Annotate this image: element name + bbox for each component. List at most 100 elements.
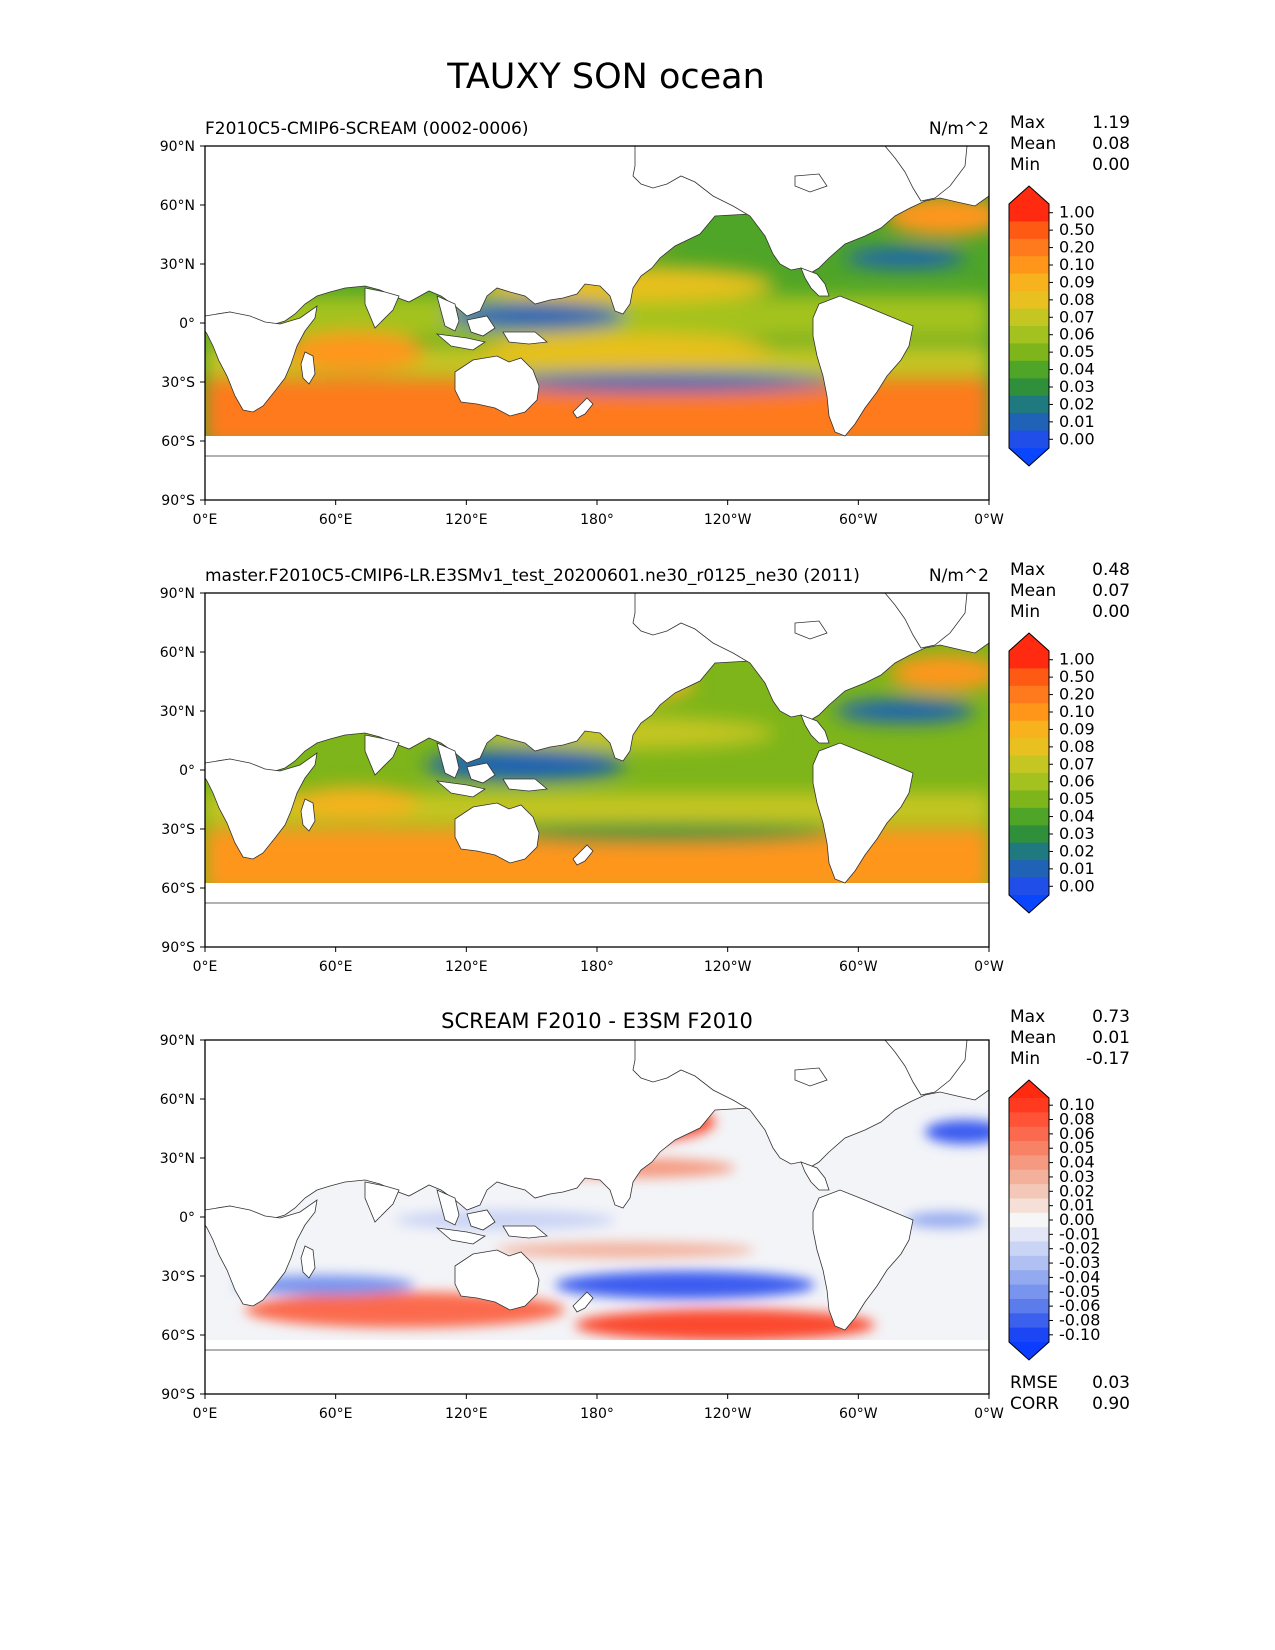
colorbar-segment — [1009, 1313, 1049, 1329]
colorbar: 0.100.080.060.050.040.030.020.010.00-0.0… — [1008, 1079, 1100, 1361]
rmse-label: RMSE — [1010, 1373, 1058, 1393]
corr-value: 0.90 — [1092, 1394, 1130, 1414]
colorbar-outline — [1008, 632, 1050, 914]
colorbar-segment — [1009, 1155, 1049, 1171]
north-atlantic-maximum — [890, 655, 989, 691]
colorbar-segment — [1009, 703, 1049, 722]
colorbar-segment — [1009, 738, 1049, 757]
colorbar-segment — [1009, 1198, 1049, 1214]
colorbar-level-label: -0.03 — [1059, 1253, 1100, 1272]
corr-label: CORR — [1010, 1394, 1059, 1414]
south-pacific-low — [495, 823, 835, 843]
stat-value: 0.73 — [1092, 1007, 1130, 1027]
colorbar-extend-top — [1009, 1080, 1049, 1098]
stat-label: Min — [1010, 1049, 1040, 1069]
lat-tick-label: 30°N — [160, 257, 195, 273]
colorbar-level-label: 0.06 — [1059, 772, 1095, 791]
north-atlantic-negative — [925, 1120, 989, 1144]
stat-value: 0.01 — [1092, 1028, 1130, 1048]
colorbar-extend-top — [1009, 633, 1049, 651]
lon-tick-label: 180° — [580, 512, 614, 528]
rmse-value: 0.03 — [1092, 1373, 1130, 1393]
pacific-subtropical-positive — [495, 1242, 755, 1258]
colorbar-segment — [1009, 326, 1049, 344]
colorbar-level-label: 0.10 — [1059, 1095, 1095, 1114]
colorbar-level-label: -0.02 — [1059, 1239, 1100, 1258]
lon-tick-label: 60°E — [319, 1406, 353, 1422]
panel-units: N/m^2 — [929, 119, 989, 139]
colorbar-level-label: 0.01 — [1059, 412, 1095, 431]
lat-tick-label: 90°S — [161, 1387, 195, 1403]
colorbar-level-label: -0.08 — [1059, 1310, 1100, 1329]
lon-tick-label: 60°E — [319, 959, 353, 975]
stat-label: Mean — [1010, 1028, 1056, 1048]
lat-tick-label: 60°S — [161, 1328, 195, 1344]
colorbar-segment — [1009, 790, 1049, 809]
lon-tick-label: 0°E — [193, 959, 218, 975]
colorbar-level-label: 0.00 — [1059, 429, 1095, 448]
colorbar-outline — [1008, 185, 1050, 467]
colorbar-segment — [1009, 755, 1049, 774]
lat-tick-label: 30°N — [160, 704, 195, 720]
colorbar-segment — [1009, 343, 1049, 362]
stat-value: 0.00 — [1092, 155, 1130, 175]
panel-annotations: 90°N 60°N 30°N 0° 30°S 60°S 90°S 0°E 60°E 120°E 18… — [160, 1007, 1130, 1422]
colorbar-segment — [1009, 1098, 1049, 1113]
lon-tick-label: 0°W — [974, 959, 1004, 975]
lon-tick-label: 180° — [580, 959, 614, 975]
lon-tick-label: 60°W — [839, 1406, 878, 1422]
colorbar-level-label: 0.03 — [1059, 1167, 1095, 1186]
colorbar-level-label: 0.00 — [1059, 1210, 1095, 1229]
colorbar-level-label: 0.05 — [1059, 342, 1095, 361]
panel-center-title: SCREAM F2010 - E3SM F2010 — [441, 1009, 753, 1033]
lon-tick-label: 60°E — [319, 512, 353, 528]
colorbar-level-label: 0.09 — [1059, 272, 1095, 291]
lat-tick-label: 60°N — [160, 1092, 195, 1108]
colorbar: 1.000.500.200.100.090.080.070.060.050.04… — [1008, 632, 1095, 914]
lon-tick-label: 120°E — [445, 1406, 488, 1422]
colorbar-segment — [1009, 773, 1049, 791]
stat-label: Max — [1010, 560, 1045, 580]
map-panel-e3sm — [204, 592, 990, 948]
stat-value: -0.17 — [1086, 1049, 1130, 1069]
lat-tick-label: 0° — [179, 316, 195, 332]
colorbar-level-label: -0.05 — [1059, 1282, 1100, 1301]
colorbar-segment — [1009, 877, 1049, 896]
colorbar-level-label: 0.20 — [1059, 685, 1095, 704]
colorbar-level-label: 1.00 — [1059, 650, 1095, 669]
colorbar-segment — [1009, 360, 1049, 379]
colorbar-segment — [1009, 1227, 1049, 1243]
colorbar-segment — [1009, 378, 1049, 397]
lat-tick-label: 30°N — [160, 1151, 195, 1167]
stat-value: 1.19 — [1092, 113, 1130, 133]
lat-tick-label: 0° — [179, 763, 195, 779]
south-pacific-low — [495, 372, 835, 392]
lon-tick-label: 60°W — [839, 959, 878, 975]
stat-label: Min — [1010, 155, 1040, 175]
colorbar-extend-top — [1009, 186, 1049, 204]
map-panel-difference — [204, 1039, 990, 1395]
colorbar-level-label: 0.01 — [1059, 1196, 1095, 1215]
colorbar-level-label: 1.00 — [1059, 203, 1095, 222]
colorbar-extend-bottom — [1009, 1342, 1049, 1360]
colorbar-segment — [1009, 413, 1049, 432]
colorbar-level-label: 0.20 — [1059, 238, 1095, 257]
lon-tick-label: 120°W — [704, 959, 752, 975]
colorbar-segment — [1009, 720, 1049, 739]
stat-label: Min — [1010, 602, 1040, 622]
lon-tick-label: 120°W — [704, 512, 752, 528]
lon-tick-label: 120°W — [704, 1406, 752, 1422]
colorbar-segment — [1009, 1184, 1049, 1199]
colorbar-level-label: 0.01 — [1059, 859, 1095, 878]
colorbar-outline — [1008, 1079, 1050, 1361]
lon-tick-label: 0°W — [974, 1406, 1004, 1422]
lat-tick-label: 30°S — [161, 375, 195, 391]
colorbar-segment — [1009, 1212, 1049, 1228]
colorbar-level-label: 0.02 — [1059, 841, 1095, 860]
lat-tick-label: 90°N — [160, 139, 195, 155]
colorbar-level-label: 0.05 — [1059, 789, 1095, 808]
figure-title: TAUXY SON ocean — [446, 57, 765, 97]
colorbar-segment — [1009, 1169, 1049, 1185]
colorbar-level-label: 0.02 — [1059, 1181, 1095, 1200]
colorbar-segment — [1009, 668, 1049, 687]
